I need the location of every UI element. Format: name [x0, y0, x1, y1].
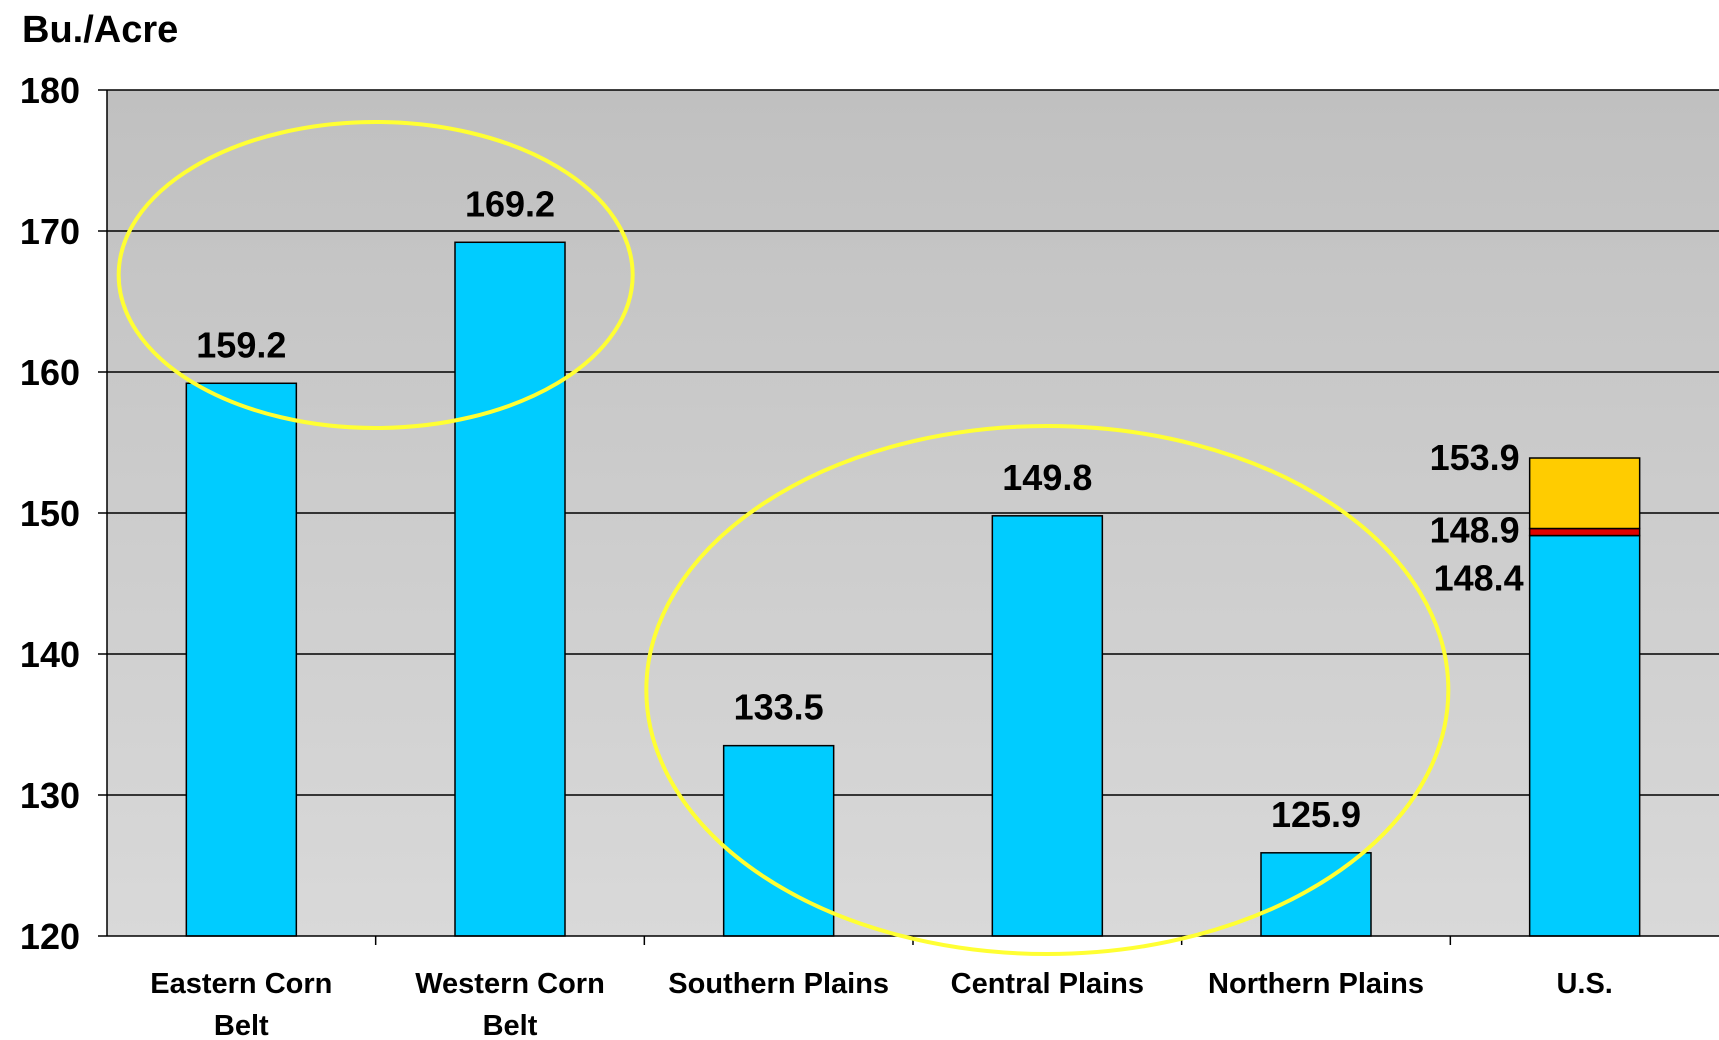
x-tick-label: Southern Plains: [668, 968, 889, 1000]
y-tick-label: 180: [20, 70, 80, 111]
data-label: 153.9: [1430, 437, 1520, 478]
y-tick-label: 140: [20, 634, 80, 675]
bar: [1528, 534, 1641, 937]
y-axis-label: Bu./Acre: [22, 9, 178, 51]
x-tick-label: Belt: [483, 1010, 538, 1040]
bar: [454, 241, 566, 937]
x-tick-label: Eastern Corn: [150, 968, 332, 1000]
bars-group: [185, 241, 1641, 937]
y-tick-label: 120: [20, 916, 80, 957]
gridlines: [98, 89, 1719, 937]
data-label: 169.2: [465, 183, 555, 224]
data-labels: 159.2 169.2 133.5 149.8 125.9 153.9 148.9 148.4: [196, 183, 1523, 835]
data-label: 159.2: [196, 324, 286, 365]
bar: [991, 515, 1104, 937]
y-tick-label: 130: [20, 775, 80, 816]
highlight-ellipses: [116, 120, 1451, 956]
y-tick-labels: 120 130 140 150 160 170 180: [20, 70, 80, 957]
bar: [185, 382, 298, 937]
y-tick-label: 160: [20, 352, 80, 393]
data-label: 148.9: [1430, 510, 1520, 551]
data-label: 148.4: [1434, 558, 1524, 599]
highlight-ellipse: [116, 120, 635, 430]
x-tick-label: U.S.: [1556, 968, 1612, 1000]
bar: [1260, 852, 1372, 937]
y-tick-label: 170: [20, 211, 80, 252]
y-tick-label: 150: [20, 493, 80, 534]
data-label: 133.5: [734, 687, 824, 728]
x-tick-label: Northern Plains: [1208, 968, 1424, 1000]
x-tick-label: Belt: [214, 1010, 269, 1040]
x-tick-label: Central Plains: [951, 968, 1144, 1000]
x-tick-label: Western Corn: [415, 968, 605, 1000]
data-label: 125.9: [1271, 794, 1361, 835]
highlight-ellipse: [644, 424, 1451, 956]
stacked-segment: [1528, 527, 1641, 537]
data-label: 149.8: [1002, 457, 1092, 498]
x-tick-labels: Eastern Corn Belt Western Corn Belt Southern…: [150, 968, 1613, 1040]
stacked-segment: [1528, 457, 1641, 530]
